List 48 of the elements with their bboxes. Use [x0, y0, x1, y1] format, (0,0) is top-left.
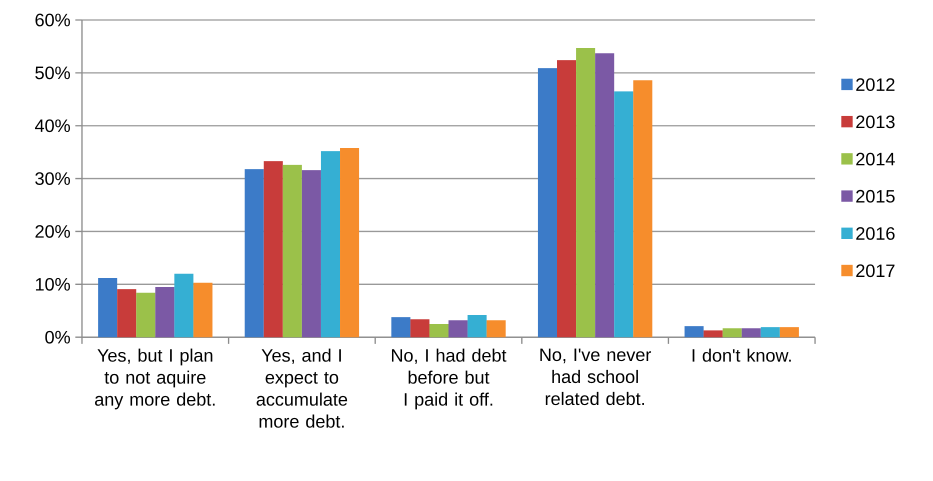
bar: [448, 320, 468, 338]
y-tick-label: 10%: [36, 278, 70, 291]
bar: [429, 324, 449, 338]
bar: [742, 328, 761, 338]
bar: [760, 327, 780, 338]
bar: [722, 328, 742, 338]
y-tick-label: 40%: [35, 119, 70, 132]
legend-label: 2015: [856, 190, 895, 203]
bar: [410, 319, 430, 338]
bar: [98, 278, 118, 338]
y-tick-label: 50%: [35, 66, 70, 80]
legend-label: 2016: [856, 227, 895, 240]
y-tick-label: 60%: [36, 14, 70, 26]
bar: [340, 148, 360, 338]
legend-label: 2017: [856, 264, 894, 278]
y-tick-label: 0%: [45, 330, 70, 344]
bar: [391, 317, 410, 338]
x-tick-label: No, I've never had school related debt.: [540, 348, 652, 406]
x-tick-label: No, I had debt before but I paid it off.: [392, 348, 506, 410]
bar: [264, 161, 283, 338]
x-tick-label: Yes, but I plan to not aquire any more debt.: [95, 348, 215, 410]
bar: [244, 169, 264, 338]
bar: [557, 60, 576, 338]
legend-label: 2014: [856, 152, 895, 166]
bar: [704, 330, 723, 338]
bar: [468, 314, 487, 338]
bar: [193, 282, 212, 338]
bar: [780, 327, 799, 338]
bar: [136, 292, 156, 338]
bar: [174, 274, 194, 338]
x-tick-label: I don't know.: [692, 348, 791, 362]
bar: [155, 286, 174, 338]
bar: [576, 48, 596, 338]
bar: [486, 320, 506, 338]
bar: [595, 53, 614, 338]
y-tick-label: 30%: [35, 172, 70, 185]
legend-label: 2013: [856, 115, 895, 128]
bar: [633, 80, 652, 338]
bar: [282, 164, 302, 338]
bar: [302, 170, 321, 338]
bar: [538, 68, 558, 338]
bar: [684, 326, 704, 338]
bar: [614, 91, 634, 338]
bar: [320, 151, 340, 338]
x-tick-label: Yes, and I expect to accumulate more debt.: [256, 348, 348, 428]
y-tick-label: 20%: [35, 225, 70, 238]
bar: [117, 289, 136, 338]
legend-label: 2012: [856, 78, 894, 91]
